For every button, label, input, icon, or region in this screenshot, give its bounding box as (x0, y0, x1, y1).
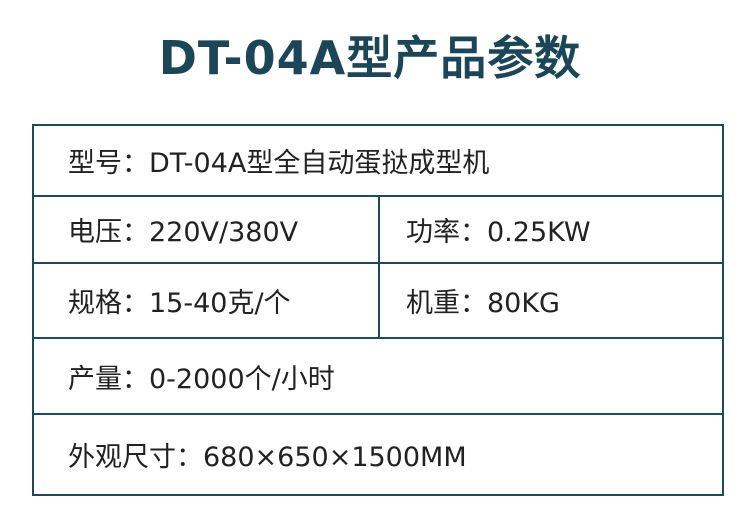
table-row-spec-weight: 规格：15-40克/个 机重：80KG (34, 264, 722, 339)
power-cell: 功率：0.25KW (406, 217, 591, 248)
output-cell: 产量：0-2000个/小时 (68, 363, 335, 395)
table-row-model: 型号：DT-04A型全自动蛋挞成型机 (34, 126, 722, 197)
table-row-output: 产量：0-2000个/小时 (34, 339, 722, 415)
table-row-voltage-power: 电压：220V/380V 功率：0.25KW (34, 197, 722, 264)
page-title: DT-04A型产品参数 (158, 31, 582, 85)
table-row-dimensions: 外观尺寸：680×650×1500MM (34, 415, 722, 494)
voltage-cell: 电压：220V/380V (34, 197, 380, 262)
dimensions-cell: 外观尺寸：680×650×1500MM (68, 442, 467, 473)
model-cell: 型号：DT-04A型全自动蛋挞成型机 (68, 148, 490, 179)
weight-cell: 机重：80KG (406, 288, 560, 319)
spec-table: 型号：DT-04A型全自动蛋挞成型机 电压：220V/380V 功率：0.25K… (32, 124, 724, 496)
spec-cell: 规格：15-40克/个 (34, 264, 380, 337)
